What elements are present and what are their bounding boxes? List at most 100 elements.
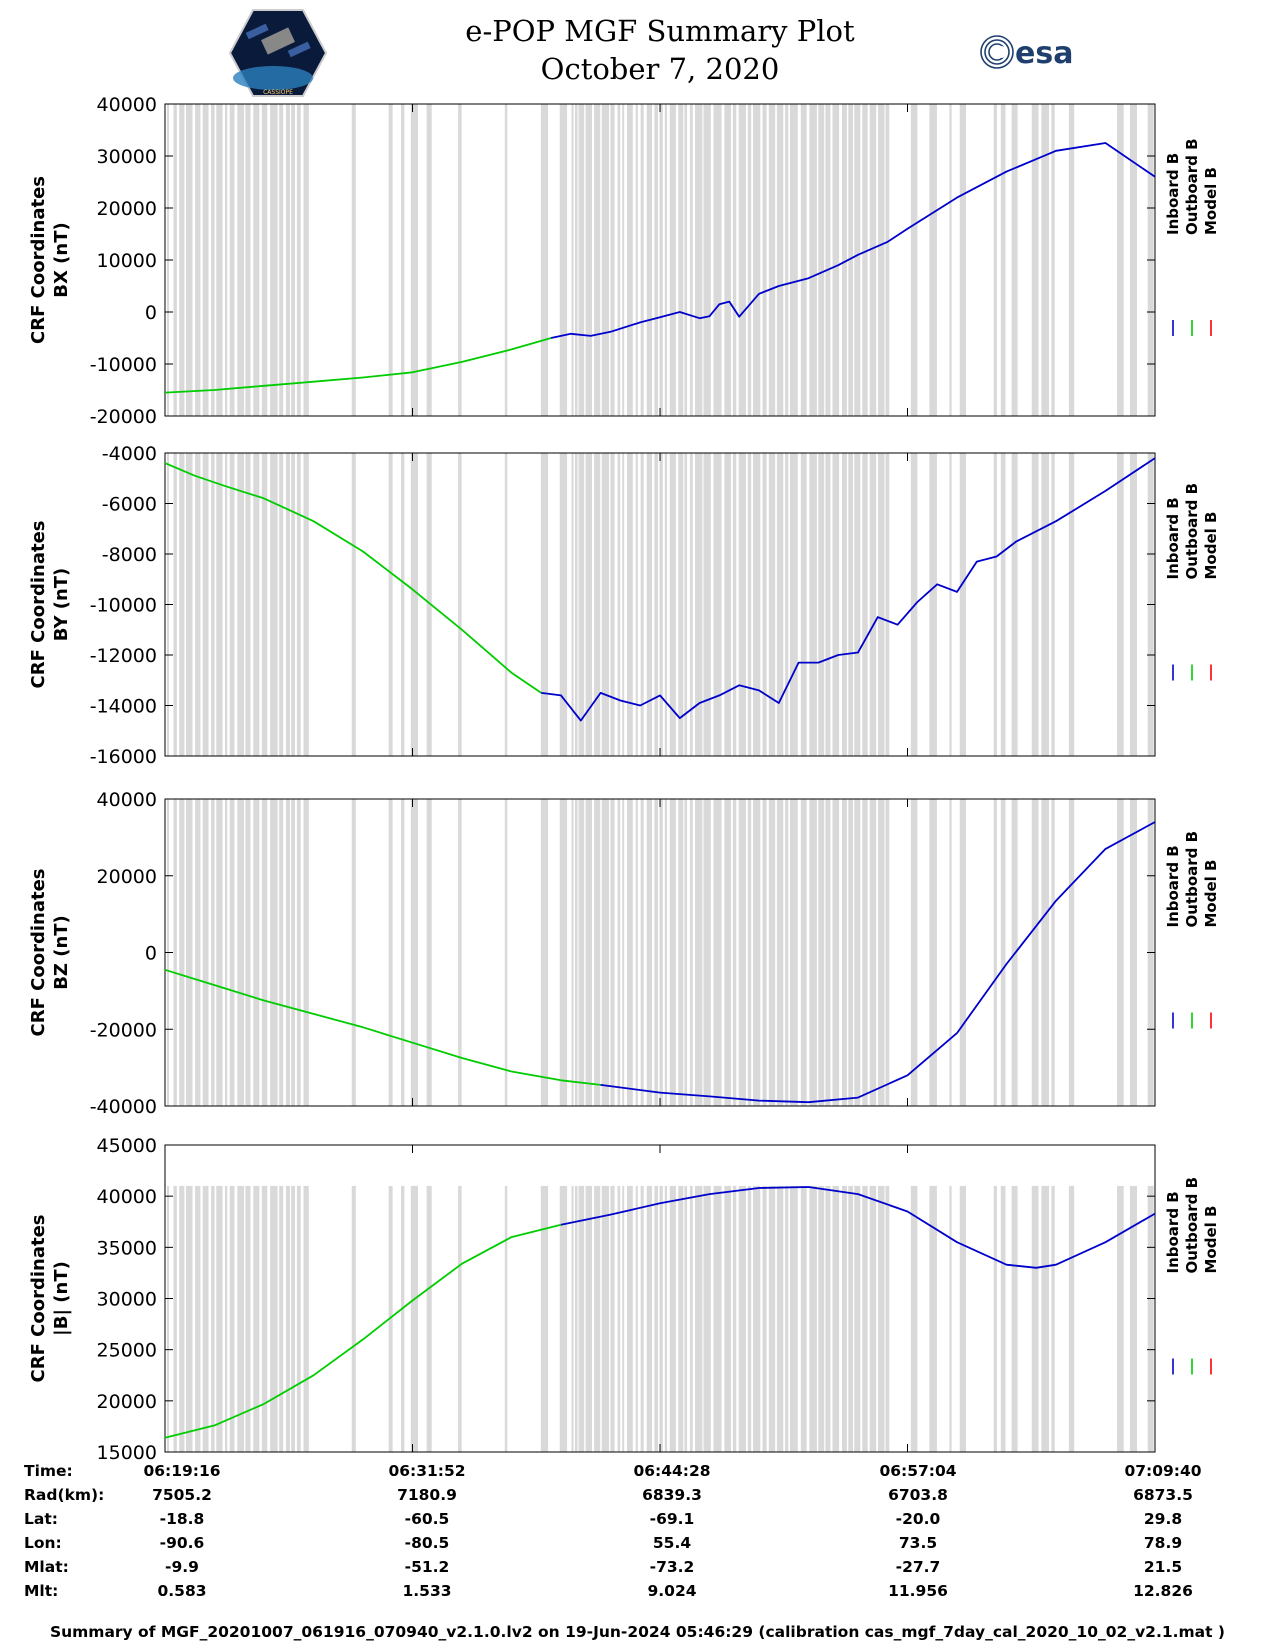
data-gap-band [285,453,290,756]
data-gap-band [689,104,693,416]
data-gap-band [211,453,215,756]
data-gap-band [1000,1185,1006,1452]
footer-cell: 29.8 [1143,1510,1183,1528]
data-gap-band [179,799,185,1106]
data-gap-band [216,104,223,416]
data-gap-band [854,104,861,416]
data-gap-band [669,453,676,756]
data-gap-band [1011,104,1018,416]
data-gap-band [186,104,193,416]
footer-cell: 73.5 [898,1534,938,1552]
data-gap-band [291,1185,295,1452]
data-gap-band [426,1185,432,1452]
data-gap-band [885,1185,890,1452]
legend-label: Model B [1202,512,1220,580]
data-gap-band [1031,1185,1039,1452]
data-gap-band [575,1185,578,1452]
footer-cell: 06:44:28 [633,1462,711,1480]
data-gap-band [1129,1185,1137,1452]
data-gap-band [862,104,868,416]
data-gap-band [1051,799,1055,1106]
y-tick-label: -6000 [102,494,157,516]
data-gap-band [617,104,621,416]
data-gap-band [684,453,688,756]
y-tick-label: 0 [145,943,157,965]
data-gap-band [559,799,568,1106]
data-gap-band [724,799,731,1106]
data-gap-band [388,104,393,416]
footer-cell: 6839.3 [642,1486,702,1504]
footer-row-mlat: Mlat: -9.9 -51.2 -73.2 -27.7 21.5 [22,1558,1202,1582]
data-gap-band [594,453,601,756]
data-gap-band [575,453,578,756]
data-gap-band [179,104,185,416]
data-gap-band [1031,799,1039,1106]
data-gap-band [279,1185,284,1452]
data-gap-band [594,104,601,416]
data-gap-band [585,1185,592,1452]
footer-cell: -69.1 [649,1510,695,1528]
footer-cell: -18.8 [159,1510,205,1528]
footer-label: Rad(km): [24,1486,105,1504]
data-gap-band [732,1185,737,1452]
data-gap-band [664,1185,668,1452]
data-gap-band [426,104,432,416]
y-axis-label: BY (nT) [51,568,72,642]
data-gap-band [229,453,235,756]
summary-plot-panels: 40000 30000 20000 10000 0 -10000 -20000 CRF Coo… [28,94,1220,1460]
data-gap-band [659,1185,663,1452]
data-gap-band [762,1185,767,1452]
data-gap-band [664,104,668,416]
data-gap-band [179,453,185,756]
data-gap-band [695,1185,703,1452]
series-line-inboard [600,821,1156,1104]
y-tick-label: -8000 [102,544,157,566]
data-gap-band [1147,1185,1154,1452]
footer-row-mlt: Mlt: 0.583 1.533 9.024 11.956 12.826 [22,1582,1202,1606]
data-gap-band [785,799,789,1106]
data-gap-band [578,799,585,1106]
data-gap-band [622,453,625,756]
cassiope-logo-text: CASSIOPE [263,89,293,96]
data-gap-band [785,453,789,756]
data-gap-band [768,1185,776,1452]
data-gap-band [842,453,847,756]
data-gap-band [296,453,301,756]
data-gap-band [426,453,432,756]
data-gap-band [627,1185,633,1452]
data-gap-band [689,1185,693,1452]
data-gap-band [689,799,693,1106]
footer-label: Lon: [24,1534,62,1552]
data-gap-band [540,104,549,416]
data-gap-band [713,799,722,1106]
data-gap-band [401,1185,405,1452]
data-gap-band [753,799,761,1106]
plot-title: e-POP MGF Summary Plot October 7, 2020 [380,12,940,88]
footer-row-lon: Lon: -90.6 -80.5 55.4 73.5 78.9 [22,1534,1202,1558]
esa-logo-text: esa [1015,36,1073,71]
data-gap-band [351,453,356,756]
data-gap-band [1051,453,1055,756]
data-gap-band [1011,453,1018,756]
data-gap-band [253,453,260,756]
data-gap-band [458,1185,462,1452]
data-gap-band [585,104,592,416]
footer-cell: 1.533 [402,1582,452,1600]
data-gap-band [225,453,228,756]
data-gap-band [949,799,952,1106]
data-gap-band [732,799,737,1106]
data-gap-band [245,453,251,756]
data-gap-band [785,1185,789,1452]
data-gap-band [1117,799,1124,1106]
data-gap-band [594,1185,601,1452]
footer-cell: 7505.2 [152,1486,212,1504]
data-gap-band [762,799,767,1106]
chart-panel: 40000 30000 20000 10000 0 -10000 -20000 CRF Coo… [28,94,1220,428]
data-gap-band [789,799,798,1106]
data-gap-band [627,799,633,1106]
data-gap-band [776,799,784,1106]
data-gap-band [669,104,676,416]
data-gap-band [195,104,201,416]
data-gap-band [173,453,177,756]
data-gap-band [659,453,663,756]
